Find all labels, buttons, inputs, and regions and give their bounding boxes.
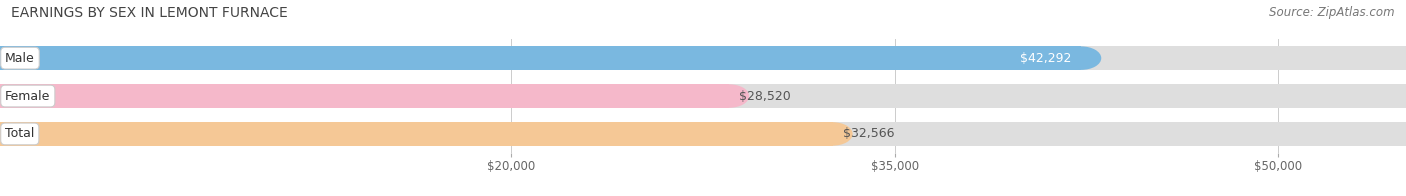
Text: Female: Female [6, 90, 51, 103]
Text: $28,520: $28,520 [740, 90, 792, 103]
Text: $42,292: $42,292 [1019, 52, 1071, 65]
Text: Male: Male [6, 52, 35, 65]
Bar [0, 46, 1406, 70]
Ellipse shape [813, 122, 852, 146]
Ellipse shape [0, 122, 20, 146]
Bar [0, 122, 832, 146]
Ellipse shape [1386, 84, 1406, 108]
Ellipse shape [0, 46, 20, 70]
Ellipse shape [0, 122, 20, 146]
Ellipse shape [0, 84, 20, 108]
Text: EARNINGS BY SEX IN LEMONT FURNACE: EARNINGS BY SEX IN LEMONT FURNACE [11, 6, 288, 20]
Text: $32,566: $32,566 [842, 127, 894, 140]
Ellipse shape [0, 46, 20, 70]
Ellipse shape [1386, 122, 1406, 146]
Bar [0, 122, 1406, 146]
Bar [0, 84, 730, 108]
Text: Source: ZipAtlas.com: Source: ZipAtlas.com [1270, 6, 1395, 19]
Bar [0, 46, 1081, 70]
Ellipse shape [0, 84, 20, 108]
Bar [0, 84, 1406, 108]
Text: Total: Total [6, 127, 35, 140]
Ellipse shape [709, 84, 749, 108]
Ellipse shape [1062, 46, 1101, 70]
Ellipse shape [1386, 46, 1406, 70]
